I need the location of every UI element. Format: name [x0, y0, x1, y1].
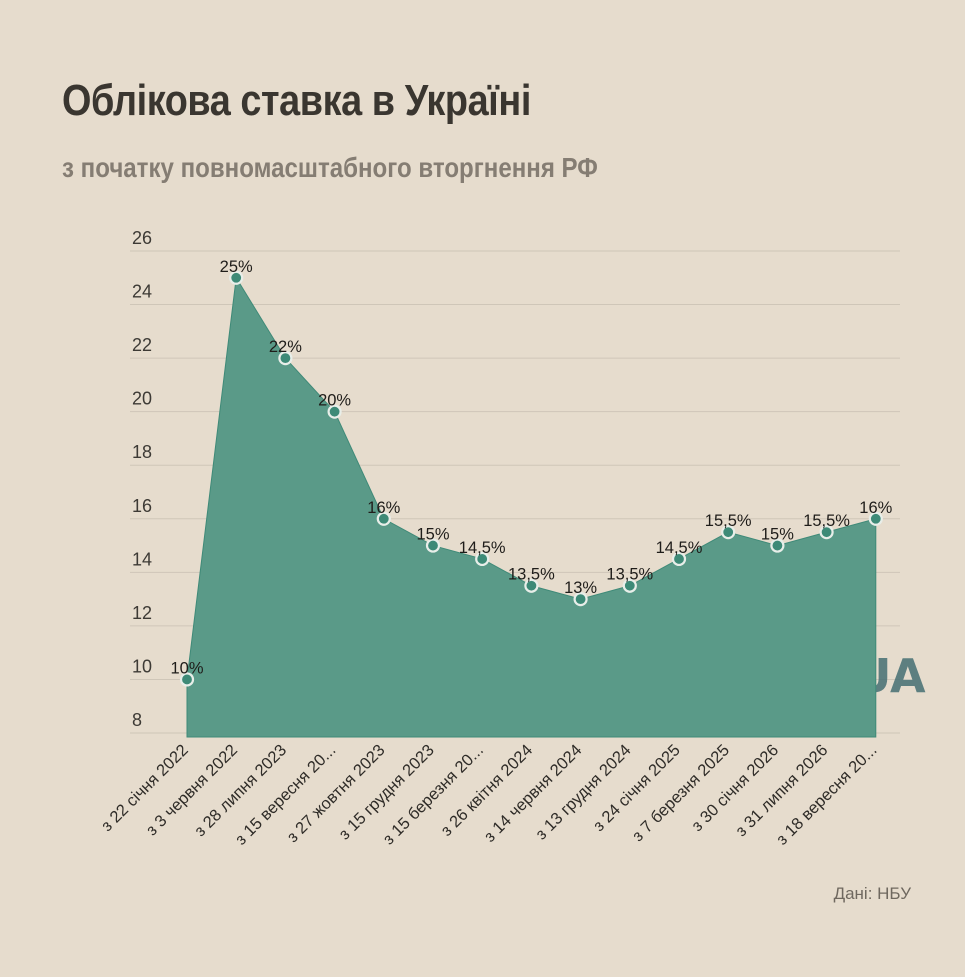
data-point — [671, 551, 687, 567]
x-tick-label: з 3 червня 2022 — [143, 741, 241, 839]
data-point — [770, 538, 785, 553]
data-label: 13,5% — [508, 566, 555, 584]
x-tick-label: з 26 квітня 2024 — [437, 741, 536, 840]
data-label: 15,5% — [803, 512, 850, 530]
y-tick-label: 26 — [132, 228, 152, 248]
data-point — [475, 551, 490, 567]
data-label: 20% — [318, 392, 351, 410]
x-tick-label: з 24 січня 2025 — [590, 741, 684, 835]
y-axis-ticks: 8 10 12 14 16 18 20 22 24 26 — [132, 228, 152, 730]
data-label: 15% — [761, 526, 794, 544]
data-point — [229, 270, 244, 285]
data-point — [179, 672, 195, 687]
data-point — [327, 404, 342, 419]
data-label: 13,5% — [606, 566, 653, 584]
y-tick-label: 24 — [132, 282, 152, 302]
chart-title: Облікова ставка в Україні — [62, 76, 531, 125]
x-tick-label: з 28 липня 2023 — [191, 741, 290, 840]
area-series — [186, 276, 877, 738]
data-label: 16% — [859, 499, 892, 517]
y-tick-label: 18 — [132, 442, 152, 462]
data-point — [868, 511, 883, 526]
x-tick-label: з 22 січня 2022 — [98, 741, 192, 835]
data-point — [425, 538, 441, 553]
data-label: 14,5% — [459, 539, 506, 557]
data-label: 25% — [220, 258, 253, 276]
data-point — [721, 525, 736, 540]
data-label: 13% — [564, 579, 597, 597]
source-note: Дані: НБУ — [833, 884, 911, 903]
data-label: 15% — [416, 526, 449, 544]
data-point — [376, 511, 391, 526]
data-point — [819, 525, 834, 540]
x-tick-label: з 30 січня 2026 — [688, 741, 782, 835]
data-point — [573, 592, 588, 607]
y-tick-label: 22 — [132, 335, 152, 355]
y-tick-label: 12 — [132, 603, 152, 623]
data-label: 10% — [170, 659, 203, 677]
data-point — [622, 578, 637, 593]
y-tick-label: 10 — [132, 656, 152, 676]
data-labels: 10%25%22%20%16%15%14,5%13,5%13%13,5%14,5… — [170, 258, 892, 678]
data-label: 22% — [269, 338, 302, 356]
data-point — [278, 351, 293, 366]
y-tick-label: 20 — [132, 389, 152, 409]
y-tick-label: 14 — [132, 549, 152, 569]
y-tick-label: 8 — [132, 710, 142, 730]
data-label: 14,5% — [656, 539, 703, 557]
data-label: 15,5% — [705, 512, 752, 530]
x-tick-label: з 31 липня 2026 — [732, 741, 831, 840]
data-points — [179, 270, 883, 687]
y-tick-label: 16 — [132, 496, 152, 516]
data-label: 16% — [367, 499, 400, 517]
chart-subtitle: з початку повномасштабного вторгнення РФ — [62, 152, 598, 183]
data-point — [524, 578, 539, 593]
